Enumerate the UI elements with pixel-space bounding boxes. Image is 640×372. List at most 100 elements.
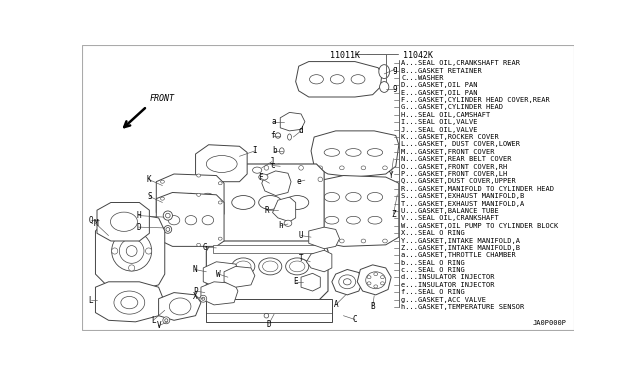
Text: FRONT: FRONT [149, 94, 174, 103]
Ellipse shape [185, 216, 196, 225]
Ellipse shape [381, 282, 385, 285]
Polygon shape [307, 250, 332, 272]
Ellipse shape [340, 239, 344, 243]
Polygon shape [296, 62, 382, 97]
Text: K...GASKET,ROCKER COVER: K...GASKET,ROCKER COVER [401, 134, 499, 140]
Text: e...INSULATOR INJECTOR: e...INSULATOR INJECTOR [401, 282, 495, 288]
Ellipse shape [236, 261, 251, 272]
Text: g...GASKET,ACC VALVE: g...GASKET,ACC VALVE [401, 296, 486, 303]
Text: B...GASKET RETAINER: B...GASKET RETAINER [401, 67, 482, 74]
Ellipse shape [259, 196, 282, 209]
Text: Y: Y [389, 171, 394, 180]
Text: a...GASKET,THROTTLE CHAMBER: a...GASKET,THROTTLE CHAMBER [401, 252, 516, 258]
Ellipse shape [306, 178, 312, 181]
Ellipse shape [367, 276, 371, 279]
Ellipse shape [185, 193, 196, 201]
Text: c...SEAL O RING: c...SEAL O RING [401, 267, 465, 273]
Polygon shape [206, 241, 328, 302]
Text: g: g [393, 65, 397, 74]
Ellipse shape [346, 192, 361, 202]
Text: X: X [193, 292, 198, 301]
Ellipse shape [163, 211, 172, 220]
Polygon shape [204, 262, 239, 287]
Ellipse shape [381, 276, 385, 279]
Text: L...GASKET, DUST COVER,LOWER: L...GASKET, DUST COVER,LOWER [401, 141, 520, 147]
Ellipse shape [196, 217, 200, 220]
Text: C: C [353, 315, 357, 324]
Text: V: V [156, 321, 161, 330]
Ellipse shape [351, 75, 365, 84]
Ellipse shape [299, 166, 303, 170]
Polygon shape [301, 273, 320, 291]
Text: L: L [88, 296, 93, 305]
Ellipse shape [318, 166, 323, 170]
Text: S: S [147, 192, 152, 201]
Text: L: L [151, 316, 156, 325]
Ellipse shape [166, 213, 170, 218]
Text: H...SEAL OIL,CAMSHAFT: H...SEAL OIL,CAMSHAFT [401, 112, 490, 118]
Polygon shape [262, 171, 291, 196]
Ellipse shape [330, 75, 344, 84]
Text: Z: Z [391, 209, 396, 218]
Ellipse shape [374, 285, 378, 288]
Text: E: E [293, 277, 298, 286]
Ellipse shape [346, 217, 360, 224]
Ellipse shape [383, 166, 387, 170]
Ellipse shape [121, 296, 138, 309]
Ellipse shape [367, 148, 383, 156]
Text: T: T [299, 254, 303, 263]
Polygon shape [196, 145, 247, 182]
Text: G: G [202, 243, 207, 251]
Text: b...SEAL O RING: b...SEAL O RING [401, 260, 465, 266]
Ellipse shape [129, 231, 135, 237]
Ellipse shape [161, 180, 164, 183]
Ellipse shape [324, 148, 340, 156]
Text: I: I [253, 147, 257, 155]
Ellipse shape [287, 134, 291, 140]
Polygon shape [308, 227, 340, 249]
Ellipse shape [296, 177, 303, 181]
Text: b: b [272, 147, 276, 155]
Ellipse shape [367, 282, 371, 285]
Text: D...GASKET,OIL PAN: D...GASKET,OIL PAN [401, 82, 477, 88]
Text: U...GASKET,BALANCE TUBE: U...GASKET,BALANCE TUBE [401, 208, 499, 214]
Polygon shape [280, 112, 305, 131]
Ellipse shape [166, 228, 170, 231]
Text: 11011K: 11011K [330, 51, 360, 60]
Polygon shape [159, 293, 201, 320]
Text: R...GASKET,MANIFOLD TO CYLINDER HEAD: R...GASKET,MANIFOLD TO CYLINDER HEAD [401, 186, 554, 192]
Ellipse shape [264, 313, 269, 318]
Ellipse shape [380, 81, 389, 92]
Text: c: c [270, 161, 275, 170]
Text: a: a [272, 117, 276, 126]
Ellipse shape [196, 174, 200, 177]
Polygon shape [201, 282, 238, 305]
Text: P...GASKET,FRONT COVER,LH: P...GASKET,FRONT COVER,LH [401, 171, 508, 177]
Ellipse shape [276, 164, 281, 169]
Ellipse shape [196, 243, 200, 246]
Text: M: M [93, 219, 98, 228]
Ellipse shape [145, 248, 152, 254]
Ellipse shape [111, 212, 138, 231]
Ellipse shape [129, 265, 135, 271]
Text: E...GASKET,OIL PAN: E...GASKET,OIL PAN [401, 90, 477, 96]
Ellipse shape [218, 182, 222, 185]
Ellipse shape [168, 193, 180, 201]
Text: D: D [136, 222, 141, 232]
Ellipse shape [170, 298, 191, 315]
Ellipse shape [284, 167, 287, 172]
Ellipse shape [202, 297, 205, 300]
Polygon shape [311, 131, 399, 177]
Ellipse shape [340, 166, 344, 170]
Ellipse shape [114, 291, 145, 314]
Text: K: K [147, 175, 151, 184]
Ellipse shape [218, 201, 222, 204]
Text: G...GASKET,CYLINDER HEAD: G...GASKET,CYLINDER HEAD [401, 105, 503, 110]
Text: J...SEAL OIL,VALVE: J...SEAL OIL,VALVE [401, 126, 477, 133]
Text: Y...GASKET,INTAKE MANIFOLD,A: Y...GASKET,INTAKE MANIFOLD,A [401, 238, 520, 244]
Text: P: P [193, 286, 198, 295]
Text: C...WASHER: C...WASHER [401, 75, 444, 81]
Ellipse shape [200, 295, 207, 302]
Ellipse shape [253, 167, 262, 173]
Text: h...GASKET,TEMPERATURE SENSOR: h...GASKET,TEMPERATURE SENSOR [401, 304, 524, 310]
